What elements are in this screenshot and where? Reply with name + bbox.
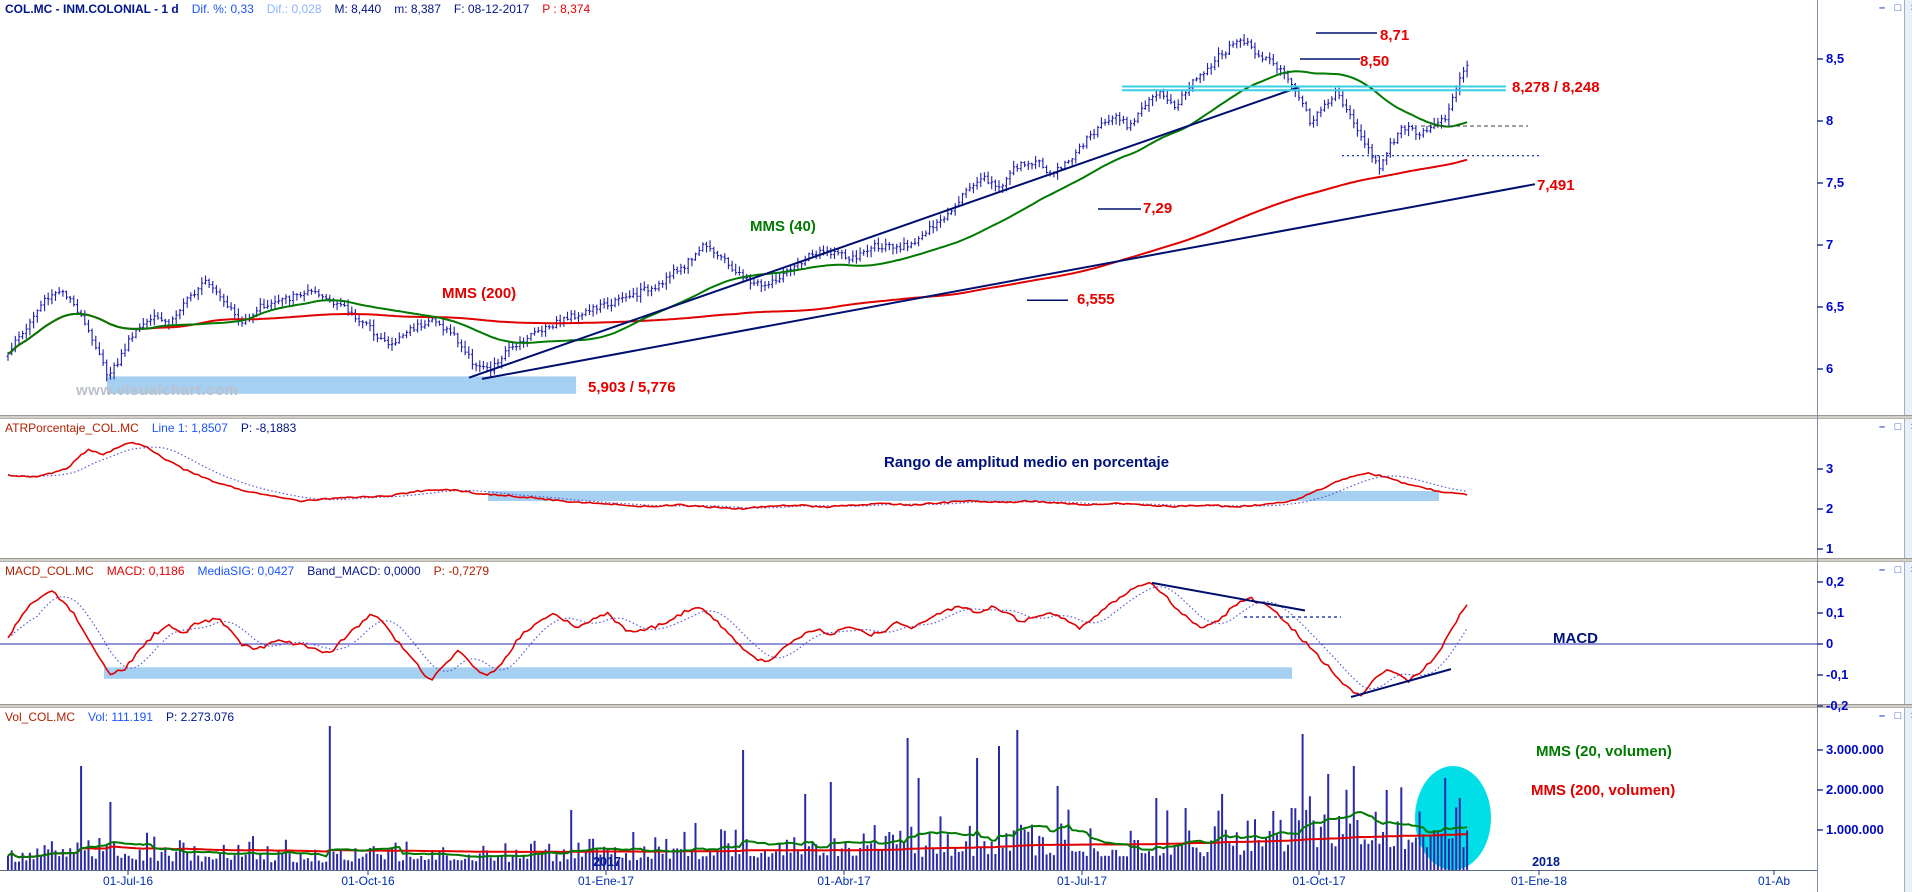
x-axis-date-label: 01-Ene-17 [577, 874, 635, 888]
x-axis-date-label: 01-Oct-16 [341, 874, 395, 888]
header-segment: M: 8,440 [334, 2, 382, 16]
header-segment: Vol_COL.MC [5, 710, 76, 724]
chart-annotation: 6,555 [1077, 291, 1115, 308]
minimize-button[interactable]: – [1878, 2, 1886, 14]
x-axis-date-label: 01-Jul-16 [102, 874, 154, 888]
y-axis-label: 0,2 [1826, 574, 1845, 589]
y-axis-label: 0 [1826, 636, 1834, 651]
atr-panel-series [7, 441, 1468, 511]
minimize-button[interactable]: – [1878, 710, 1886, 722]
maximize-button[interactable]: □ [1894, 710, 1902, 722]
header-segment: Dif. %: 0,33 [191, 2, 254, 16]
header-segment: COL.MC - INM.COLONIAL - 1 d [5, 2, 179, 16]
chart-annotation: 8,50 [1360, 53, 1390, 70]
header-segment: MACD: 0,1186 [106, 564, 185, 578]
x-axis-year-label: 2017 [593, 855, 621, 869]
header-segment: P: 2.273.076 [165, 710, 235, 724]
y-axis-label: 8,5 [1826, 51, 1845, 66]
watermark: www.visualchart.com [76, 382, 239, 399]
panel-price-window-controls: –□ × [1876, 3, 1912, 15]
y-axis-label: 3 [1826, 461, 1834, 476]
volume-panel-series [7, 726, 1491, 870]
y-axis-label: 3.000.000 [1826, 742, 1884, 757]
chart-annotation: MMS (200) [442, 285, 517, 302]
y-axis-label: 6 [1826, 361, 1834, 376]
x-axis-date-label: 01-Jul-17 [1056, 874, 1108, 888]
close-button[interactable]: × [1908, 3, 1912, 15]
maximize-button[interactable]: □ [1894, 421, 1902, 433]
x-axis-date-label: 01-Abr-17 [817, 874, 871, 888]
chart-annotation: 5,903 / 5,776 [588, 379, 676, 396]
y-axis-label: 1.000.000 [1826, 822, 1884, 837]
x-axis-date-label: 01-Ab [1757, 874, 1791, 888]
y-axis-label: 8 [1826, 113, 1834, 128]
x-axis-date-label: 01-Oct-17 [1292, 874, 1346, 888]
x-axis-date-label: 01-Ene-18 [1510, 874, 1568, 888]
panel-macd-window-controls: –□ × [1876, 565, 1912, 577]
chart-annotation: Rango de amplitud medio en porcentaje [884, 454, 1170, 471]
header-segment: P: -0,7279 [433, 564, 490, 578]
chart-annotation: MMS (40) [750, 218, 816, 235]
maximize-button[interactable]: □ [1894, 2, 1902, 14]
header-segment: MACD_COL.MC [5, 564, 94, 578]
close-button[interactable]: × [1908, 422, 1912, 434]
panel-atr-window-controls: –□ × [1876, 422, 1912, 434]
header-segment: m: 8,387 [394, 2, 441, 16]
panel-vol-window-controls: –□ × [1876, 711, 1912, 723]
y-axis-label: 7,5 [1826, 175, 1845, 190]
chart-annotation: 8,71 [1380, 27, 1410, 44]
header-segment: F: 08-12-2017 [453, 2, 530, 16]
chart-annotation: MMS (20, volumen) [1536, 743, 1672, 760]
chart-annotation: 7,491 [1537, 177, 1575, 194]
panel-price-header: COL.MC - INM.COLONIAL - 1 d Dif. %: 0,33 D… [5, 2, 603, 16]
panel-macd-header: MACD_COL.MC MACD: 0,1186 MediaSIG: 0,0427 B… [5, 564, 502, 578]
panel-vol-header: Vol_COL.MC Vol: 111.191 P: 2.273.076 [5, 710, 247, 724]
header-segment: Line 1: 1,8507 [151, 421, 228, 435]
y-axis-label: -0,2 [1826, 698, 1849, 713]
header-segment: P: -8,1883 [240, 421, 297, 435]
header-segment: ATRPorcentaje_COL.MC [5, 421, 139, 435]
chart-annotation: 7,29 [1143, 200, 1173, 217]
chart-annotation: MMS (200, volumen) [1531, 782, 1676, 799]
minimize-button[interactable]: – [1878, 564, 1886, 576]
y-axis-label: 6,5 [1826, 299, 1845, 314]
header-segment: Dif.: 0,028 [266, 2, 322, 16]
chart-annotation: 8,278 / 8,248 [1512, 79, 1600, 96]
y-axis-label: 1 [1826, 541, 1834, 556]
close-button[interactable]: × [1908, 711, 1912, 723]
y-axis-label: -0,1 [1826, 667, 1849, 682]
header-segment: Band_MACD: 0,0000 [307, 564, 421, 578]
panel-atr-header: ATRPorcentaje_COL.MC Line 1: 1,8507 P: -8,… [5, 421, 309, 435]
macd-panel-series [0, 581, 1817, 698]
maximize-button[interactable]: □ [1894, 564, 1902, 576]
y-axis-label: 7 [1826, 237, 1834, 252]
close-button[interactable]: × [1908, 565, 1912, 577]
header-segment: Vol: 111.191 [88, 710, 153, 724]
chart-annotation: MACD [1553, 630, 1598, 647]
header-segment: P : 8,374 [542, 2, 591, 16]
minimize-button[interactable]: – [1878, 421, 1886, 433]
y-axis-label: 0,1 [1826, 605, 1845, 620]
header-segment: MediaSIG: 0,0427 [197, 564, 295, 578]
y-axis-label: 2.000.000 [1826, 782, 1884, 797]
price-panel-series [6, 32, 1540, 394]
y-axis-label: 2 [1826, 501, 1834, 516]
x-axis-year-label: 2018 [1532, 855, 1560, 869]
